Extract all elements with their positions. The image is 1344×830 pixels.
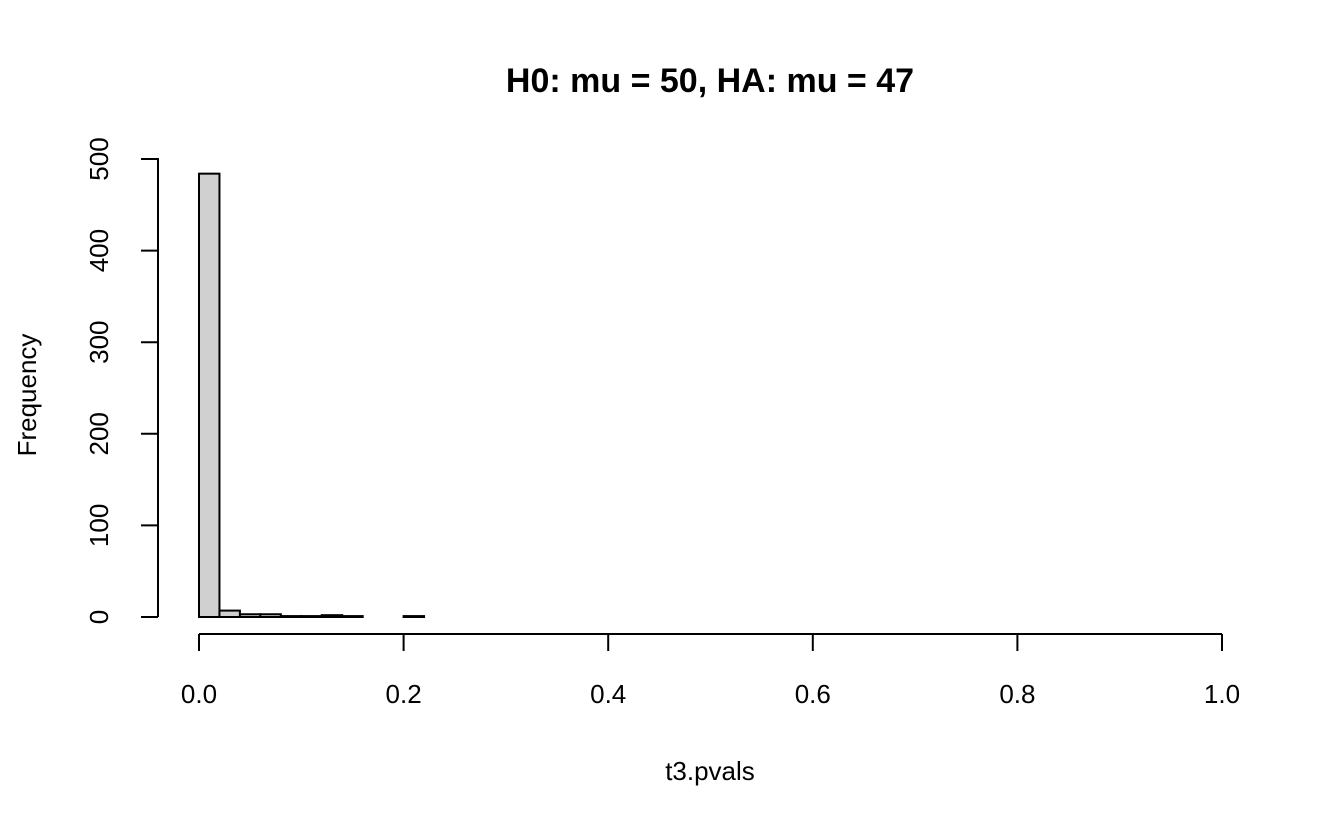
histogram-bars: [198, 172, 426, 619]
y-tick-label: 500: [84, 137, 114, 180]
chart-title: H0: mu = 50, HA: mu = 47: [506, 62, 914, 100]
histogram-bar: [341, 615, 364, 618]
x-tick-label: 0.2: [386, 679, 422, 709]
x-tick-label: 0.4: [590, 679, 626, 709]
y-tick-label: 400: [84, 229, 114, 272]
x-tick-label: 0.6: [795, 679, 831, 709]
y-tick-label: 100: [84, 504, 114, 547]
histogram-bar: [279, 615, 303, 618]
y-tick-label: 300: [84, 321, 114, 364]
x-tick-label: 0.8: [999, 679, 1035, 709]
histogram-bar: [238, 613, 262, 619]
x-axis-ticks: 0.0 0.2 0.4 0.6 0.8 1.0: [181, 634, 1240, 709]
x-axis-label: t3.pvals: [665, 756, 755, 786]
x-tick-label: 1.0: [1204, 679, 1240, 709]
y-tick-label: 0: [84, 610, 114, 624]
x-tick-label: 0.0: [181, 679, 217, 709]
histogram-bar: [218, 609, 241, 619]
histogram-bar: [320, 614, 344, 619]
histogram-bar: [259, 613, 282, 619]
y-axis-label: Frequency: [12, 334, 42, 457]
y-axis-ticks: 0 100 200 300 400 500: [84, 137, 158, 624]
histogram-bar: [198, 172, 221, 618]
histogram-bar: [402, 615, 426, 618]
histogram-bar: [300, 615, 323, 618]
y-tick-label: 200: [84, 412, 114, 455]
